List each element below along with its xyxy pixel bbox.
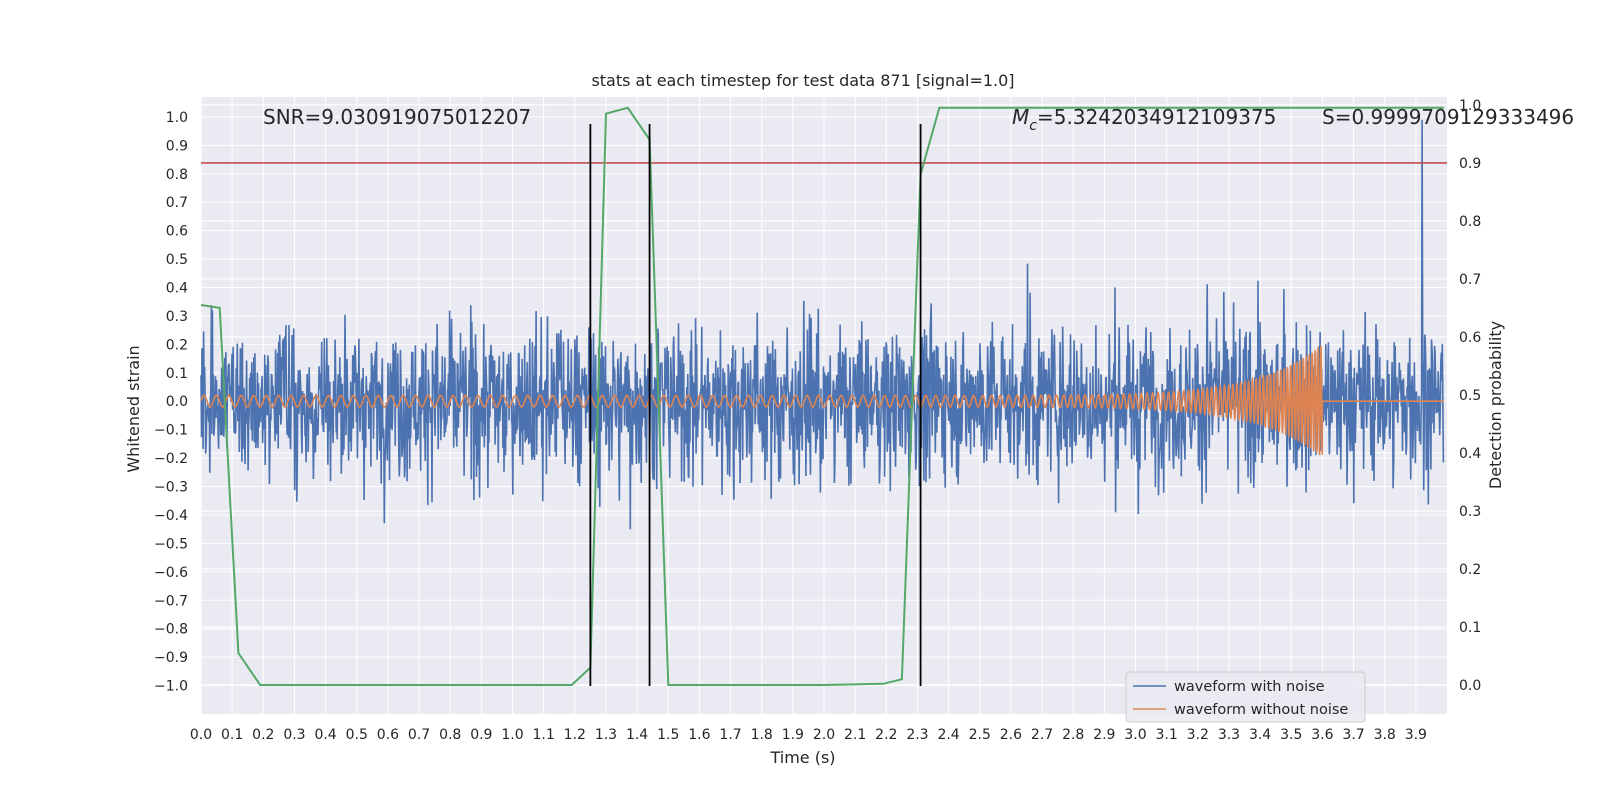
left-y-tick-label: 0.2 <box>166 337 188 353</box>
x-tick-label: 1.6 <box>688 727 710 743</box>
legend-label-noise: waveform with noise <box>1174 679 1325 695</box>
clean-waveform-series <box>200 345 1444 456</box>
left-y-tick-label: −0.7 <box>154 593 188 609</box>
right-y-tick-label: 0.6 <box>1459 330 1481 346</box>
probability-series <box>200 106 1444 686</box>
x-tick-label: 2.6 <box>1000 727 1022 743</box>
left-y-tick-label: 0.0 <box>166 394 188 410</box>
x-tick-label: 2.8 <box>1062 727 1084 743</box>
left-y-tick-labels: 1.0 0.9 0.8 0.7 0.6 0.5 0.4 0.3 0.2 0.1 0.0 −0.1 −0.… <box>154 110 188 695</box>
x-tick-label: 1.9 <box>782 727 804 743</box>
left-y-tick-label: −0.1 <box>154 423 188 439</box>
x-tick-label: 1.2 <box>564 727 586 743</box>
chirp-mass-value: =5.3242034912109375 <box>1037 105 1276 129</box>
right-y-tick-label: 0.2 <box>1459 562 1481 578</box>
left-y-tick-label: 0.7 <box>166 195 188 211</box>
x-axis-label: Time (s) <box>769 748 835 767</box>
right-y-tick-label: 0.1 <box>1459 620 1481 636</box>
x-tick-label: 2.1 <box>844 727 866 743</box>
left-y-axis-label: Whitened strain <box>124 345 143 472</box>
x-tick-label: 2.0 <box>813 727 835 743</box>
vertical-marker-lines <box>589 124 922 686</box>
x-tick-label: 1.8 <box>751 727 773 743</box>
left-y-tick-label: −1.0 <box>154 679 188 695</box>
left-y-tick-label: 0.6 <box>166 224 188 240</box>
x-tick-label: 1.0 <box>501 727 523 743</box>
left-y-tick-label: −0.3 <box>154 480 188 496</box>
left-y-tick-label: 0.8 <box>166 167 188 183</box>
x-tick-label: 3.0 <box>1124 727 1146 743</box>
right-y-tick-label: 0.8 <box>1459 214 1481 230</box>
x-tick-label: 0.1 <box>221 727 243 743</box>
right-y-tick-label: 1.0 <box>1459 98 1481 114</box>
x-tick-label: 1.3 <box>595 727 617 743</box>
x-tick-label: 0.9 <box>470 727 492 743</box>
right-y-tick-label: 0.4 <box>1459 446 1481 462</box>
x-tick-label: 1.7 <box>719 727 741 743</box>
left-y-tick-label: 0.4 <box>166 281 188 297</box>
noise-waveform-line <box>200 119 1445 530</box>
right-y-tick-label: 0.0 <box>1459 678 1481 694</box>
left-y-tick-label: 1.0 <box>166 110 188 126</box>
legend: waveform with noise waveform without noi… <box>1125 671 1366 723</box>
right-y-tick-label: 0.9 <box>1459 156 1481 172</box>
x-tick-label: 3.4 <box>1249 727 1271 743</box>
left-y-tick-label: −0.6 <box>154 565 188 581</box>
right-y-tick-label: 0.5 <box>1459 388 1481 404</box>
chart-title: stats at each timestep for test data 871… <box>591 71 1014 90</box>
x-tick-label: 3.1 <box>1156 727 1178 743</box>
x-tick-label: 1.4 <box>626 727 648 743</box>
x-tick-label: 3.2 <box>1187 727 1209 743</box>
left-y-tick-label: 0.5 <box>166 252 188 268</box>
chirp-mass-symbol: M <box>1012 105 1029 129</box>
x-tick-label: 2.3 <box>906 727 928 743</box>
left-y-tick-label: −0.2 <box>154 451 188 467</box>
left-y-tick-label: 0.9 <box>166 138 188 154</box>
right-y-axis-label: Detection probability <box>1486 321 1505 489</box>
x-tick-label: 2.9 <box>1093 727 1115 743</box>
x-tick-label: 1.1 <box>533 727 555 743</box>
x-tick-label: 0.8 <box>439 727 461 743</box>
score-annotation: S=0.9999709129333496 <box>1322 105 1574 129</box>
chirp-mass-subscript: c <box>1029 118 1037 134</box>
left-y-tick-label: −0.4 <box>154 508 188 524</box>
x-tick-label: 2.5 <box>969 727 991 743</box>
legend-box <box>1125 671 1366 723</box>
x-tick-label: 3.5 <box>1280 727 1302 743</box>
x-tick-label: 0.3 <box>283 727 305 743</box>
x-tick-label: 0.4 <box>314 727 336 743</box>
left-y-tick-label: −0.5 <box>154 536 188 552</box>
clean-waveform-line <box>200 345 1444 456</box>
left-y-tick-label: −0.8 <box>154 622 188 638</box>
right-y-tick-label: 0.3 <box>1459 504 1481 520</box>
x-tick-label: 0.5 <box>346 727 368 743</box>
x-tick-label: 3.7 <box>1342 727 1364 743</box>
x-tick-label: 2.7 <box>1031 727 1053 743</box>
x-tick-label: 0.6 <box>377 727 399 743</box>
legend-label-clean: waveform without noise <box>1174 702 1348 718</box>
x-tick-label: 3.9 <box>1405 727 1427 743</box>
left-y-tick-label: 0.1 <box>166 366 188 382</box>
x-tick-label: 3.8 <box>1374 727 1396 743</box>
probability-line <box>200 106 1444 686</box>
x-tick-label: 0.2 <box>252 727 274 743</box>
x-tick-label: 0.0 <box>190 727 212 743</box>
x-tick-label: 0.7 <box>408 727 430 743</box>
left-y-tick-label: 0.3 <box>166 309 188 325</box>
snr-annotation: SNR=9.030919075012207 <box>263 105 531 129</box>
x-tick-label: 1.5 <box>657 727 679 743</box>
right-y-tick-labels: 1.0 0.9 0.8 0.7 0.6 0.5 0.4 0.3 0.2 0.1 0.0 <box>1459 98 1481 694</box>
x-tick-labels: 0.0 0.1 0.2 0.3 0.4 0.5 0.6 0.7 0.8 0.9 1.0 1.1 1.2 1… <box>190 727 1427 743</box>
x-tick-label: 2.2 <box>875 727 897 743</box>
chirp-mass-annotation: Mc=5.3242034912109375 <box>1012 105 1276 134</box>
left-y-tick-label: −0.9 <box>154 650 188 666</box>
x-tick-label: 3.3 <box>1218 727 1240 743</box>
x-tick-label: 2.4 <box>937 727 959 743</box>
right-y-tick-label: 0.7 <box>1459 272 1481 288</box>
x-tick-label: 3.6 <box>1311 727 1333 743</box>
noise-waveform-series <box>200 119 1445 530</box>
